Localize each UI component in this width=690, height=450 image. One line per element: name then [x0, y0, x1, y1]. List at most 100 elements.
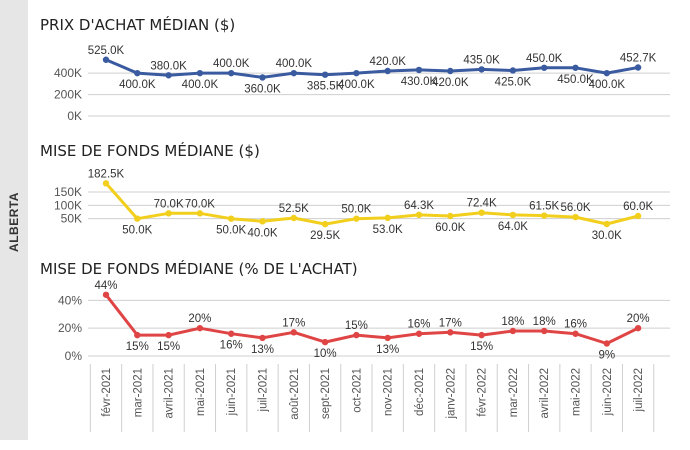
- data-point: [415, 211, 423, 219]
- y-tick-label: 200K: [54, 88, 82, 102]
- x-tick-label: févr-2022: [477, 368, 489, 417]
- y-tick-label: 400K: [54, 66, 82, 80]
- data-label: 40.0K: [247, 227, 277, 239]
- y-tick-label: 20%: [58, 321, 82, 335]
- chart-3-title: MISE DE FONDS MÉDIANE (% DE L'ACHAT): [40, 260, 358, 278]
- data-label: 52.5K: [279, 203, 309, 215]
- data-label: 430.0K: [401, 76, 438, 88]
- data-point: [259, 218, 266, 225]
- data-point: [384, 67, 391, 75]
- x-tick-label: mar-2021: [132, 368, 144, 417]
- data-point: [541, 212, 548, 219]
- x-tick-label: mai-2022: [571, 368, 583, 416]
- x-tick-label: août-2021: [289, 368, 301, 420]
- side-band: [0, 0, 28, 440]
- data-point: [321, 71, 329, 78]
- data-point: [509, 327, 517, 335]
- data-point: [353, 331, 360, 339]
- data-point: [290, 214, 297, 222]
- data-label: 360.0K: [244, 83, 281, 95]
- data-label: 400.0K: [589, 79, 626, 91]
- data-point: [165, 72, 172, 79]
- data-label: 435.0K: [463, 54, 500, 66]
- data-label: 50.0K: [216, 225, 246, 237]
- data-point: [572, 213, 579, 221]
- data-label: 400.0K: [276, 58, 313, 70]
- data-point: [509, 211, 517, 219]
- data-point: [259, 74, 266, 81]
- data-point: [572, 64, 579, 71]
- data-label: 70.0K: [185, 198, 215, 210]
- data-point: [478, 331, 485, 339]
- x-tick-label: janv-2022: [445, 368, 457, 420]
- data-label: 450.0K: [526, 53, 563, 65]
- data-point: [384, 334, 391, 342]
- data-point: [102, 291, 110, 298]
- data-label: 50.0K: [341, 204, 371, 216]
- data-label: 400.0K: [182, 79, 219, 91]
- data-label: 15%: [345, 320, 368, 332]
- data-label: 452.7K: [620, 52, 657, 64]
- y-tick-label: 40%: [58, 293, 82, 307]
- data-label: 60.0K: [623, 201, 653, 213]
- data-point: [165, 210, 172, 217]
- data-point: [634, 212, 642, 220]
- data-label: 15%: [470, 341, 493, 353]
- data-point: [134, 215, 141, 222]
- data-point: [603, 69, 610, 77]
- data-point: [634, 64, 642, 71]
- data-label: 61.5K: [529, 201, 559, 213]
- data-point: [228, 330, 235, 337]
- data-point: [634, 324, 642, 332]
- data-label: 60.0K: [435, 222, 465, 234]
- x-tick-label: déc-2021: [414, 368, 426, 416]
- data-point: [165, 331, 172, 339]
- data-label: 16%: [407, 319, 430, 331]
- chart-1-title: PRIX D'ACHAT MÉDIAN ($): [40, 16, 236, 34]
- data-label: 9%: [598, 349, 615, 361]
- data-point: [228, 69, 235, 77]
- data-point: [541, 64, 548, 71]
- chart-2-title: MISE DE FONDS MÉDIANE ($): [40, 142, 260, 160]
- data-label: 16%: [564, 319, 587, 331]
- data-label: 64.3K: [404, 200, 434, 212]
- x-tick-label: oct-2021: [351, 368, 363, 413]
- data-point: [134, 69, 141, 77]
- y-tick-label: 50K: [61, 212, 82, 226]
- data-label: 18%: [533, 316, 556, 328]
- x-tick-label: mar-2022: [508, 368, 520, 417]
- data-label: 10%: [314, 348, 337, 360]
- data-label: 385.5K: [307, 81, 344, 93]
- x-tick-label: juin-2022: [602, 368, 614, 416]
- data-point: [603, 340, 610, 347]
- y-tick-label: 0%: [65, 349, 83, 363]
- data-point: [572, 330, 579, 337]
- data-label: 420.0K: [369, 56, 406, 68]
- y-tick-label: 100K: [54, 198, 82, 212]
- data-point: [321, 338, 329, 346]
- series-line: [104, 181, 640, 226]
- data-point: [478, 209, 485, 216]
- data-label: 64.0K: [498, 221, 528, 233]
- y-tick-label: 150K: [54, 185, 82, 199]
- data-label: 400.0K: [338, 79, 375, 91]
- x-tick-label: juil-2021: [258, 368, 270, 412]
- x-tick-label: juin-2021: [226, 368, 238, 416]
- data-label: 380.0K: [150, 60, 187, 72]
- data-point: [321, 220, 329, 228]
- data-point: [384, 214, 391, 222]
- x-tick-label: avril-2021: [164, 368, 176, 419]
- data-point: [102, 56, 110, 63]
- data-label: 70.0K: [154, 198, 184, 210]
- data-label: 20%: [627, 313, 650, 325]
- data-label: 56.0K: [560, 202, 590, 214]
- data-point: [290, 69, 297, 77]
- data-label: 425.0K: [495, 76, 532, 88]
- data-point: [603, 220, 610, 228]
- x-tick-label: nov-2021: [383, 368, 395, 416]
- data-point: [290, 329, 297, 336]
- data-point: [196, 69, 204, 77]
- data-point: [415, 66, 423, 74]
